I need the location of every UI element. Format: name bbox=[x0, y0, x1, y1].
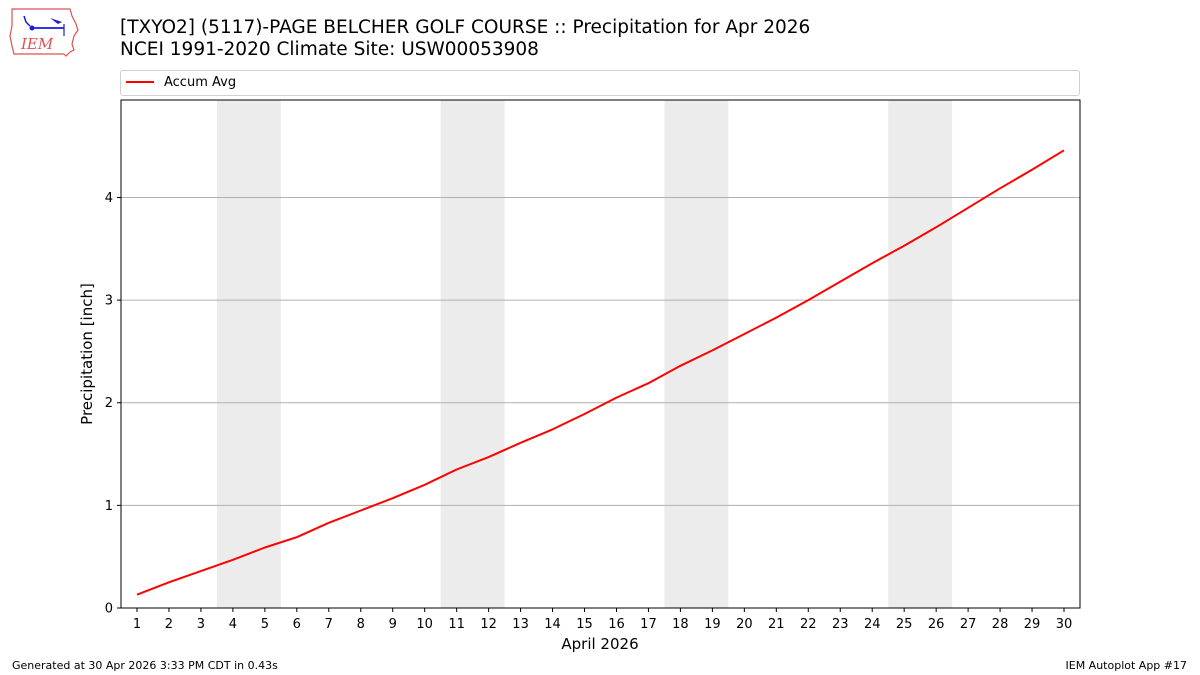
weekend-shade bbox=[664, 100, 729, 608]
x-tick-label: 19 bbox=[704, 617, 721, 632]
generated-timestamp: Generated at 30 Apr 2026 3:33 PM CDT in … bbox=[12, 659, 278, 672]
x-tick-label: 18 bbox=[672, 617, 689, 632]
title-line-2: NCEI 1991-2020 Climate Site: USW00053908 bbox=[120, 39, 539, 60]
x-tick-label: 16 bbox=[608, 617, 625, 632]
x-tick-label: 15 bbox=[576, 617, 593, 632]
x-tick-label: 3 bbox=[197, 617, 205, 632]
x-tick-label: 17 bbox=[640, 617, 657, 632]
autoplot-app-label: IEM Autoplot App #17 bbox=[1065, 659, 1188, 672]
chart-title: [TXYO2] (5117)-PAGE BELCHER GOLF COURSE … bbox=[120, 17, 810, 61]
x-tick-label: 8 bbox=[357, 617, 365, 632]
legend: Accum Avg bbox=[120, 70, 1080, 96]
x-tick-label: 26 bbox=[928, 617, 945, 632]
x-tick-label: 11 bbox=[448, 617, 465, 632]
x-tick-label: 21 bbox=[768, 617, 785, 632]
x-tick-label: 20 bbox=[736, 617, 753, 632]
x-tick-label: 7 bbox=[325, 617, 333, 632]
svg-text:IEM: IEM bbox=[20, 35, 54, 53]
x-tick-label: 14 bbox=[544, 617, 561, 632]
x-tick-label: 24 bbox=[864, 617, 881, 632]
iem-logo: IEM bbox=[8, 6, 80, 58]
title-line-1: [TXYO2] (5117)-PAGE BELCHER GOLF COURSE … bbox=[120, 17, 811, 38]
x-tick-label: 4 bbox=[229, 617, 237, 632]
x-tick-label: 13 bbox=[512, 617, 529, 632]
x-tick-label: 28 bbox=[992, 617, 1009, 632]
x-tick-label: 6 bbox=[293, 617, 301, 632]
iowa-map-logo-icon: IEM bbox=[9, 8, 79, 57]
y-tick-label: 3 bbox=[105, 294, 113, 309]
y-tick-label: 0 bbox=[105, 602, 113, 617]
x-tick-label: 22 bbox=[800, 617, 817, 632]
weekend-shade bbox=[216, 100, 281, 608]
x-tick-label: 9 bbox=[389, 617, 397, 632]
x-tick-label: 12 bbox=[480, 617, 497, 632]
x-tick-label: 2 bbox=[165, 617, 173, 632]
weekend-shade bbox=[440, 100, 505, 608]
weekend-shade bbox=[888, 100, 953, 608]
legend-label-accum-avg: Accum Avg bbox=[164, 75, 237, 90]
legend-line-swatch bbox=[126, 81, 154, 83]
y-tick-label: 1 bbox=[105, 499, 113, 514]
x-tick-label: 10 bbox=[416, 617, 433, 632]
x-tick-label: 25 bbox=[896, 617, 913, 632]
accum-avg-line bbox=[136, 149, 1065, 596]
x-axis-label: April 2026 bbox=[561, 635, 639, 653]
x-tick-label: 1 bbox=[133, 617, 141, 632]
y-tick-label: 4 bbox=[105, 191, 113, 206]
y-tick-label: 2 bbox=[105, 396, 113, 411]
plot-frame bbox=[120, 99, 1081, 609]
x-tick-label: 5 bbox=[261, 617, 269, 632]
x-tick-label: 23 bbox=[832, 617, 849, 632]
x-tick-label: 27 bbox=[960, 617, 977, 632]
y-axis-label: Precipitation [inch] bbox=[78, 283, 96, 425]
x-tick-label: 30 bbox=[1056, 617, 1073, 632]
x-tick-label: 29 bbox=[1024, 617, 1041, 632]
